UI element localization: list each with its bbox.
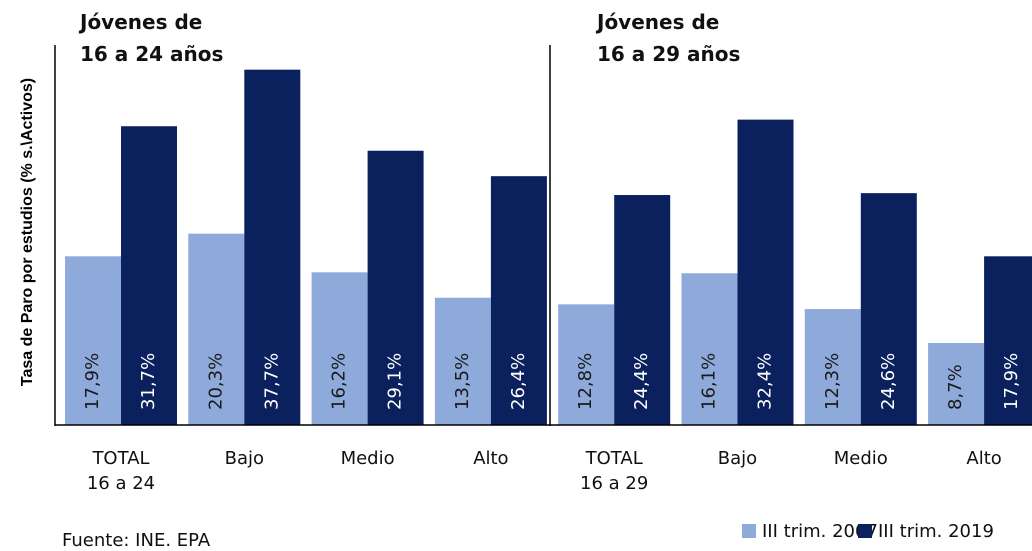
- bar: [804, 309, 861, 425]
- value-label: 37,7%: [261, 353, 282, 410]
- legend-label: III trim. 2007: [762, 521, 878, 542]
- bar: [614, 195, 671, 425]
- x-tick-label: Medio: [340, 448, 395, 469]
- annotation: Jóvenes de 16 a 29 años: [597, 10, 741, 66]
- x-tick-label: Bajo: [224, 448, 264, 469]
- x-tick-label: Medio: [833, 448, 888, 469]
- bar: [311, 272, 368, 425]
- bar: [860, 193, 917, 425]
- x-tick-label: Bajo: [717, 448, 758, 469]
- annotation: Jóvenes de 16 a 24 años: [80, 10, 224, 66]
- bar: [244, 69, 301, 426]
- bar: [367, 150, 424, 426]
- value-label: 16,2%: [329, 353, 350, 410]
- value-label: 32,4%: [755, 353, 776, 410]
- value-label: 24,6%: [878, 353, 899, 410]
- value-label: 29,1%: [385, 353, 406, 410]
- value-label: 20,3%: [205, 353, 226, 410]
- bar: [737, 119, 794, 425]
- x-tick-label: Alto: [966, 448, 1002, 469]
- source: Fuente: INE. EPA: [62, 530, 211, 551]
- bar: [434, 297, 491, 425]
- bar: [490, 176, 547, 425]
- bar: [65, 256, 121, 425]
- bar: [558, 304, 615, 425]
- value-label: 26,4%: [508, 353, 529, 410]
- bar: [984, 256, 1032, 425]
- bar: [681, 273, 738, 425]
- value-label: 12,8%: [575, 353, 596, 410]
- legend-label: III trim. 2019: [878, 521, 994, 542]
- value-label: 16,1%: [699, 353, 720, 410]
- x-tick-label: TOTAL 16 a 29: [580, 448, 649, 494]
- bar: [928, 343, 985, 425]
- value-label: 8,7%: [945, 364, 966, 410]
- x-tick-label: Alto: [473, 448, 509, 469]
- bar: [188, 233, 245, 425]
- value-label: 12,3%: [822, 353, 843, 410]
- value-label: 13,5%: [452, 353, 473, 410]
- bar: [121, 126, 177, 425]
- x-tick-label: TOTAL 16 a 24: [86, 448, 156, 494]
- value-label: 17,9%: [1001, 353, 1022, 410]
- value-label: 31,7%: [138, 353, 159, 410]
- value-label: 24,4%: [631, 353, 652, 410]
- y-axis-title: Tasa de Paro por estudios (% s.\Activos): [19, 78, 36, 386]
- legend-swatch: [858, 524, 872, 538]
- value-label: 17,9%: [82, 353, 103, 410]
- legend-swatch: [742, 524, 756, 538]
